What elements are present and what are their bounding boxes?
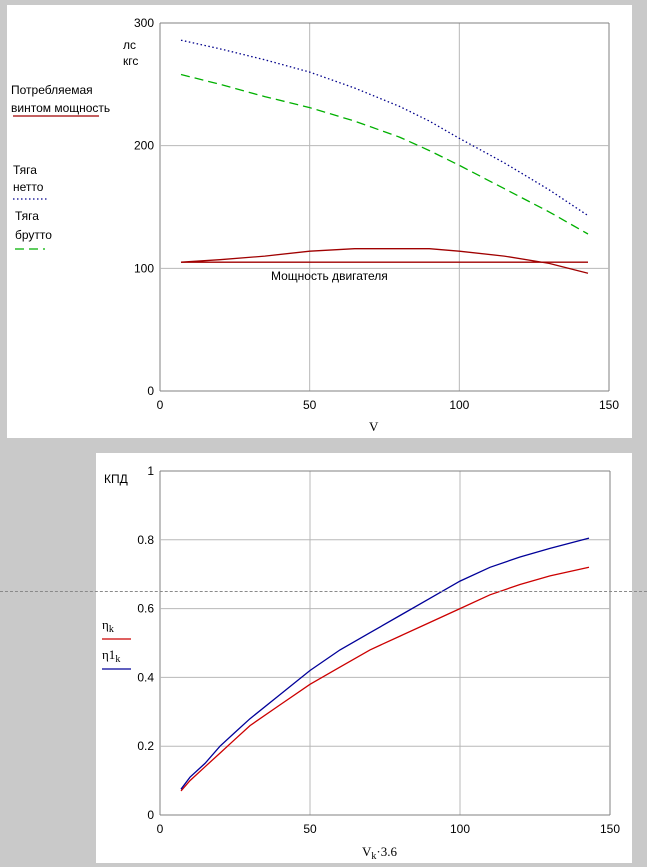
legend-net-line2: нетто	[13, 180, 44, 194]
bottom-y-tick-5: 1	[147, 464, 154, 478]
bottom-series-0	[180, 566, 590, 792]
bottom-x-axis-label: Vk·3.6	[362, 844, 397, 862]
legend-eta1-label: η1k	[102, 647, 120, 665]
top-chart-panel: 0 50 100 150 0 100 200 300 V лс кгс Потребляема…	[7, 5, 632, 438]
bottom-series-1	[180, 537, 590, 790]
bottom-y-tick-4: 0.8	[137, 533, 154, 547]
guide-line	[0, 591, 647, 592]
bottom-x-tick-2: 100	[450, 822, 470, 836]
top-y-tick-1: 100	[134, 261, 154, 275]
top-series-1	[180, 39, 589, 217]
top-series-0	[180, 248, 589, 274]
bottom-chart: 0 50 100 150 0 0.2 0.4 0.6 0.8 1 КПД ηk η1k Vk·3.…	[102, 464, 620, 862]
bottom-y-tick-0: 0	[147, 808, 154, 822]
bottom-grid	[159, 470, 611, 816]
bottom-x-tick-0: 0	[157, 822, 164, 836]
bottom-y-tick-1: 0.2	[137, 739, 154, 753]
bottom-tick-labels: 0 50 100 150 0 0.2 0.4 0.6 0.8 1	[137, 464, 620, 836]
top-series	[180, 39, 589, 274]
top-tick-labels: 0 50 100 150 0 100 200 300	[134, 16, 619, 412]
legend-eta-label: ηk	[102, 617, 114, 635]
bottom-y-tick-3: 0.6	[137, 602, 154, 616]
bottom-x-tick-1: 50	[303, 822, 317, 836]
bottom-series	[180, 537, 590, 792]
top-series-2	[180, 73, 589, 235]
top-x-axis-label: V	[369, 419, 379, 434]
top-unit-label-kgf: кгс	[123, 54, 138, 68]
legend-power-line1: Потребляемая	[11, 83, 93, 97]
top-unit-label-hp: лс	[123, 38, 136, 52]
legend-gross-line1: Тяга	[15, 209, 39, 223]
bottom-y-axis-label: КПД	[104, 472, 128, 486]
engine-power-label: Мощность двигателя	[271, 269, 388, 283]
top-y-tick-0: 0	[147, 384, 154, 398]
legend-gross-line2: брутто	[15, 228, 52, 242]
top-y-tick-2: 200	[134, 139, 154, 153]
top-grid	[159, 22, 610, 392]
legend-power-line2: винтом мощность	[11, 101, 110, 115]
top-x-tick-2: 100	[449, 398, 469, 412]
bottom-y-tick-2: 0.4	[137, 670, 154, 684]
legend-net-line1: Тяга	[13, 163, 37, 177]
top-x-tick-1: 50	[303, 398, 317, 412]
top-x-tick-0: 0	[157, 398, 164, 412]
bottom-chart-panel: 0 50 100 150 0 0.2 0.4 0.6 0.8 1 КПД ηk η1k Vk·3.…	[96, 453, 632, 863]
top-chart: 0 50 100 150 0 100 200 300 V лс кгс Потребляема…	[11, 16, 619, 434]
top-x-tick-3: 150	[599, 398, 619, 412]
bottom-x-tick-3: 150	[600, 822, 620, 836]
top-y-tick-3: 300	[134, 16, 154, 30]
